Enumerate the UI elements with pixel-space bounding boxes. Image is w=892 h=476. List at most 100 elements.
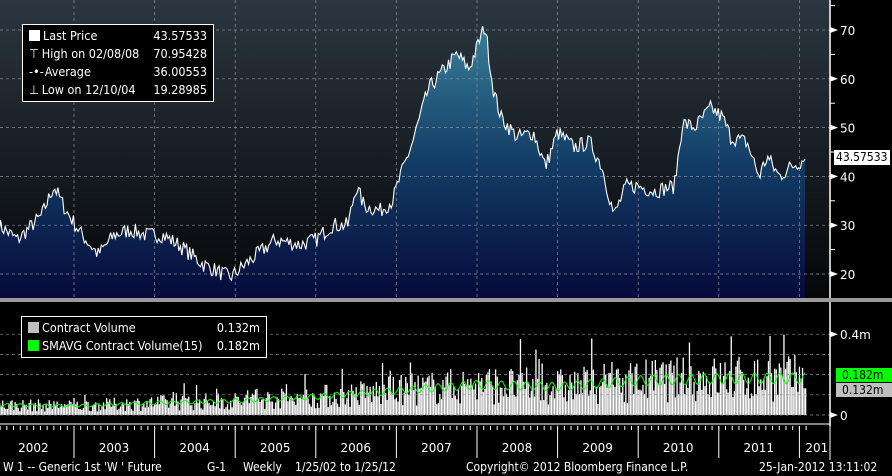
volume-bar bbox=[439, 393, 441, 415]
volume-bar bbox=[240, 404, 243, 415]
volume-bar bbox=[786, 361, 788, 415]
volume-bar bbox=[615, 369, 618, 415]
volume-bar bbox=[395, 397, 398, 415]
volume-bar bbox=[578, 394, 580, 415]
volume-bar bbox=[496, 376, 498, 415]
volume-bar bbox=[92, 405, 94, 415]
volume-bar bbox=[383, 384, 385, 415]
volume-bar bbox=[37, 399, 40, 415]
volume-bar bbox=[659, 367, 661, 415]
volume-bar bbox=[234, 393, 236, 415]
volume-bar bbox=[271, 401, 274, 415]
volume-bar bbox=[274, 402, 277, 415]
volume-bar bbox=[279, 408, 281, 415]
volume-bar bbox=[561, 375, 563, 415]
volume-bar bbox=[326, 384, 328, 415]
volume-bar bbox=[171, 398, 173, 415]
volume-bar bbox=[174, 405, 176, 415]
volume-bar bbox=[712, 366, 714, 415]
last-price-tag: 43.57533 bbox=[834, 150, 890, 165]
volume-bar bbox=[789, 359, 791, 415]
volume-bar bbox=[653, 390, 655, 415]
volume-bar bbox=[350, 384, 353, 415]
volume-bar bbox=[6, 408, 9, 415]
volume-bar bbox=[491, 386, 494, 415]
volume-bar bbox=[276, 397, 278, 415]
volume-bar bbox=[532, 379, 534, 415]
volume-bar bbox=[781, 376, 784, 415]
volume-bar bbox=[701, 389, 703, 415]
volume-bar bbox=[181, 396, 184, 415]
volume-bar bbox=[256, 388, 258, 415]
volume-bar bbox=[622, 378, 624, 415]
volume-bar bbox=[602, 382, 604, 415]
volume-bar bbox=[115, 403, 117, 415]
volume-bar bbox=[248, 403, 250, 415]
volume-bar bbox=[48, 400, 50, 415]
volume-bar bbox=[141, 406, 143, 415]
volume-bar bbox=[164, 399, 167, 415]
volume-bar bbox=[102, 402, 105, 415]
volume-bar bbox=[96, 411, 98, 415]
volume-bar bbox=[687, 388, 689, 415]
volume-bar bbox=[17, 407, 19, 415]
volume-bar bbox=[636, 363, 638, 415]
volume-bar bbox=[460, 385, 463, 415]
volume-bar bbox=[344, 404, 346, 415]
volume-bar bbox=[371, 402, 373, 415]
volume-bar bbox=[741, 371, 743, 415]
volume-bar bbox=[738, 356, 740, 415]
volume-bar bbox=[146, 400, 148, 415]
volume-bar bbox=[713, 358, 715, 415]
volume-bar bbox=[515, 396, 517, 415]
volume-bar bbox=[707, 394, 709, 415]
volume-bar bbox=[482, 391, 484, 415]
volume-bar bbox=[501, 387, 503, 415]
volume-bar bbox=[39, 403, 41, 415]
volume-bar bbox=[682, 357, 684, 415]
volume-bar bbox=[757, 359, 759, 415]
volume-bar bbox=[157, 396, 159, 415]
volume-bar bbox=[155, 404, 157, 415]
volume-bar bbox=[543, 400, 545, 415]
year-label: 2008 bbox=[502, 441, 533, 455]
volume-bar bbox=[434, 386, 436, 415]
volume-bar bbox=[696, 391, 698, 415]
volume-bar bbox=[163, 395, 165, 415]
year-label: 2010 bbox=[663, 441, 694, 455]
volume-bar bbox=[178, 410, 181, 415]
volume-bar bbox=[253, 394, 255, 415]
volume-bar bbox=[323, 395, 325, 415]
tick-arrow bbox=[830, 124, 838, 131]
panel-divider[interactable] bbox=[0, 298, 892, 302]
volume-bar bbox=[739, 369, 742, 415]
price-tick-label: 40 bbox=[840, 170, 855, 184]
volume-bar bbox=[474, 383, 477, 415]
volume-bar bbox=[581, 392, 584, 415]
volume-bar bbox=[267, 391, 269, 415]
volume-bar bbox=[772, 401, 774, 415]
volume-bar bbox=[51, 408, 53, 415]
volume-bar bbox=[797, 391, 799, 415]
volume-bar bbox=[646, 397, 649, 415]
volume-bar bbox=[340, 389, 342, 415]
volume-bar bbox=[82, 407, 84, 415]
volume-bar bbox=[236, 396, 238, 415]
volume-bar bbox=[465, 385, 467, 415]
volume-bar bbox=[550, 391, 553, 415]
volume-bar bbox=[679, 382, 681, 415]
volume-bar bbox=[118, 408, 120, 415]
legend-low: ⊥ Low on 12/10/04 19.28985 bbox=[29, 82, 207, 97]
volume-bar bbox=[42, 404, 44, 415]
volume-bar bbox=[608, 373, 610, 415]
volume-chart: 0 0.4m Contract Volume 0.132m SMAVG Contra… bbox=[0, 302, 892, 426]
footer-page: G-1 bbox=[207, 460, 227, 474]
volume-bar bbox=[188, 396, 190, 415]
volume-bar bbox=[287, 401, 289, 415]
volume-bar bbox=[124, 411, 126, 415]
volume-bar bbox=[347, 390, 350, 415]
volume-bar bbox=[169, 403, 171, 415]
volume-bar bbox=[640, 390, 642, 415]
year-label: 2003 bbox=[99, 441, 130, 455]
volume-bar bbox=[177, 401, 179, 415]
